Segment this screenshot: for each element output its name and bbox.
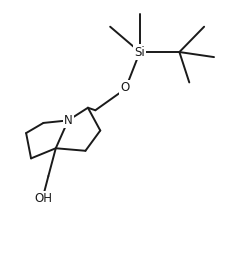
Text: O: O — [120, 81, 130, 94]
Text: OH: OH — [34, 193, 52, 205]
Text: Si: Si — [134, 46, 145, 59]
Text: N: N — [64, 114, 72, 127]
